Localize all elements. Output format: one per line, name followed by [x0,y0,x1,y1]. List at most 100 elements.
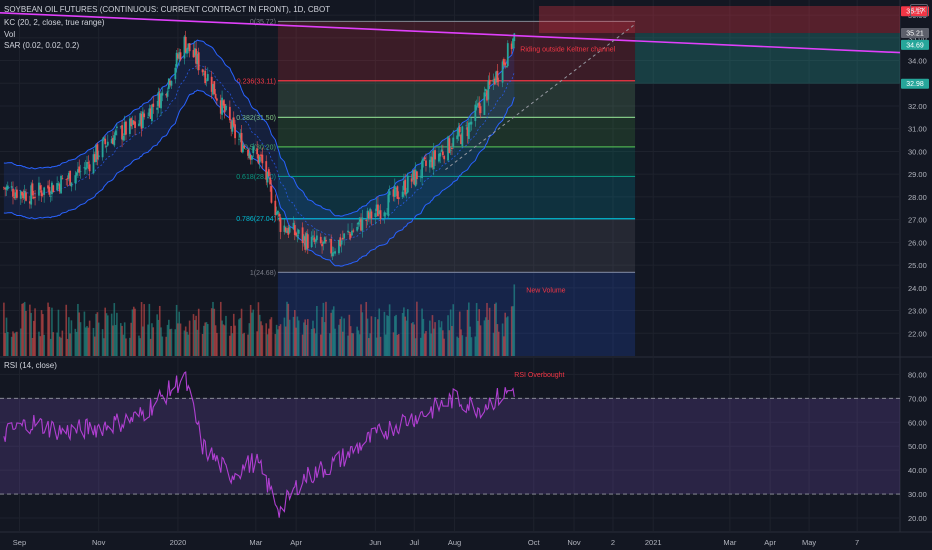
candle-body [493,78,496,85]
candle-body [310,236,313,248]
candle-body [288,226,291,233]
volume-bar [196,329,199,356]
volume-bar [347,335,349,356]
volume-bar [330,312,332,356]
candle-body [93,154,96,163]
volume-bar [265,323,268,356]
volume-bar [203,325,205,356]
volume-bar [240,308,243,356]
price-badge-label: 35.21 [906,31,924,38]
candle-body [201,69,204,73]
candle-body [151,104,153,122]
candle-body [132,120,135,124]
candle-body [260,154,262,157]
volume-bar [501,323,504,356]
candle-body [460,134,462,144]
candle-body [149,108,152,119]
candle-body [412,170,414,180]
volume-bar [394,316,396,356]
volume-bar [239,318,242,356]
candle-body [157,92,160,107]
volume-bar [60,337,62,356]
price-tick-label: 26.00 [908,238,927,247]
candle-body [328,239,331,241]
keltner-legend[interactable]: KC (20, 2, close, true range) [4,18,105,27]
candle-body [292,222,295,230]
candle-body [449,150,452,151]
volume-bar [395,314,397,356]
volume-bar [13,333,16,356]
volume-bar [342,331,344,356]
candle-body [128,118,131,134]
candle-body [214,93,217,99]
volume-bar [75,331,78,356]
candle-body [204,70,207,84]
candle-body [183,36,186,59]
candle-body [405,192,408,195]
volume-bar [279,324,282,356]
resistance-trendline [0,12,901,54]
candle-body [470,121,473,125]
volume-bar [410,323,413,356]
volume-bar [31,337,34,356]
volume-bar [284,326,287,356]
volume-bar [440,321,443,356]
volume-bar [377,319,379,356]
volume-bar [6,332,9,356]
volume-bar [456,336,458,356]
candle-body [177,54,179,59]
candle-body [66,178,69,180]
volume-bar [177,323,179,356]
sar-legend[interactable]: SAR (0.02, 0.02, 0.2) [4,41,80,50]
candle-body [138,123,140,126]
volume-bar [252,309,255,356]
volume-bar [449,309,452,356]
candle-body [495,71,498,83]
volume-legend[interactable]: Vol [4,30,16,39]
candle-body [38,182,40,196]
candle-body [261,154,264,164]
candle-body [297,229,300,234]
candle-body [369,208,372,218]
volume-bar [457,337,460,356]
candle-body [113,135,116,146]
candle-body [497,80,500,81]
currency-badge[interactable]: USX [910,4,928,17]
time-tick-label: Mar [723,538,736,547]
volume-bar [340,316,343,356]
volume-bar [230,325,232,356]
candle-body [184,36,187,53]
candle-body [410,178,413,182]
candle-body [14,192,17,198]
volume-bar [312,320,314,356]
volume-bar [314,333,317,356]
volume-bar [94,336,96,356]
candle-body [393,186,396,197]
candle-body [312,235,314,237]
candle-body [314,239,317,242]
volume-bar [295,327,297,356]
volume-bar [442,330,444,356]
volume-bar [169,329,171,356]
candle-body [322,241,325,244]
volume-bar [210,308,213,356]
candle-body [193,48,196,56]
volume-bar [366,318,369,356]
candle-body [170,81,173,86]
volume-bar [25,310,27,356]
fib-level-label: 0.382(31.50) [236,115,276,122]
keltner-lower [3,89,515,267]
volume-bar [388,304,391,356]
rsi-legend[interactable]: RSI (14, close) [4,361,57,370]
candle-body [70,182,73,187]
candle-body [23,190,26,199]
candle-body [19,191,22,199]
volume-bar [360,304,362,356]
candle-body [440,149,443,152]
time-tick-label: Jun [369,538,381,547]
candle-body [228,106,231,121]
volume-bar [460,329,462,356]
volume-bar [65,304,68,356]
candle-body [501,61,504,83]
